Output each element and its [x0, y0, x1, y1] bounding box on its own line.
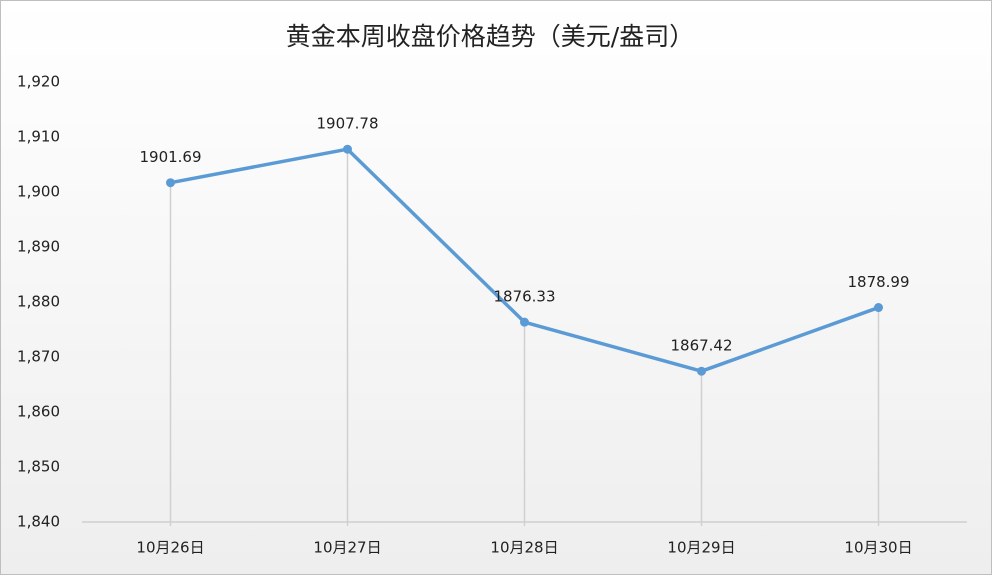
marker: [874, 303, 883, 313]
y-tick-label: 1,860: [17, 403, 60, 421]
data-label: 1876.33: [493, 288, 555, 306]
data-label: 1901.69: [139, 148, 201, 166]
y-tick-label: 1,870: [17, 348, 60, 366]
y-tick-label: 1,850: [17, 458, 60, 476]
x-tick-label: 10月28日: [490, 539, 558, 557]
y-tick-label: 1,840: [17, 513, 60, 531]
y-tick-label: 1,900: [17, 183, 60, 201]
x-tick-label: 10月27日: [313, 539, 381, 557]
x-tick-label: 10月29日: [667, 539, 735, 557]
marker: [343, 144, 352, 154]
y-tick-label: 1,890: [17, 238, 60, 256]
x-tick-label: 10月30日: [844, 539, 912, 557]
chart-title: 黄金本周收盘价格趋势（美元/盎司）: [286, 22, 694, 51]
marker: [520, 317, 529, 327]
marker: [166, 178, 175, 188]
y-tick-label: 1,910: [17, 128, 60, 146]
x-tick-label: 10月26日: [136, 539, 204, 557]
marker: [697, 366, 706, 376]
data-label: 1907.78: [316, 115, 378, 133]
y-tick-label: 1,920: [17, 73, 60, 91]
data-label: 1867.42: [670, 337, 732, 355]
data-label: 1878.99: [847, 273, 909, 291]
y-tick-label: 1,880: [17, 293, 60, 311]
